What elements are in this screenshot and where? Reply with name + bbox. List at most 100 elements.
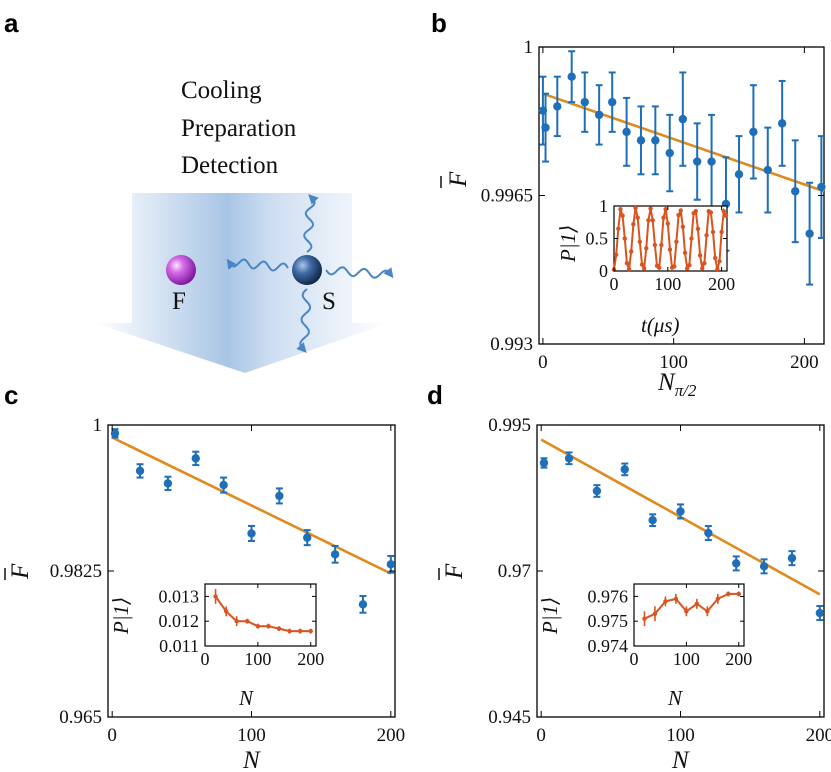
ytick-label: 0.993 bbox=[490, 334, 533, 355]
xtick-label: 0 bbox=[201, 649, 210, 669]
xlabel-d: N bbox=[671, 747, 690, 772]
ytick-label: 0.9965 bbox=[481, 186, 533, 207]
inset-point bbox=[276, 626, 282, 631]
inset-point bbox=[641, 266, 647, 271]
inset-point bbox=[678, 208, 683, 213]
inset-point bbox=[719, 229, 724, 235]
data-point bbox=[247, 529, 256, 538]
data-point bbox=[707, 157, 716, 166]
inset-point bbox=[717, 259, 722, 264]
data-point bbox=[358, 600, 368, 609]
data-point bbox=[275, 491, 284, 501]
data-point bbox=[330, 550, 340, 559]
inset-point bbox=[715, 596, 721, 602]
data-point bbox=[303, 533, 312, 542]
data-point bbox=[594, 110, 604, 120]
data-point bbox=[539, 458, 549, 468]
xlabel-b: Nπ/2 bbox=[657, 369, 697, 400]
inset-point bbox=[682, 250, 688, 255]
ytick-label: 0.9825 bbox=[50, 561, 102, 582]
data-point bbox=[734, 170, 744, 179]
data-point bbox=[567, 72, 576, 81]
data-point bbox=[191, 454, 200, 463]
ytick-label: 0 bbox=[599, 261, 608, 281]
ytick-label: 0.011 bbox=[159, 636, 199, 656]
inset-point bbox=[672, 264, 677, 269]
ytick-label: 0.975 bbox=[588, 611, 629, 631]
inset-point bbox=[663, 207, 668, 212]
ytick-label: 1 bbox=[524, 37, 534, 58]
inset-point bbox=[715, 266, 720, 272]
inset-point bbox=[657, 265, 662, 270]
xtick-label: 0 bbox=[107, 725, 117, 746]
inset-ylabel-c: P|1⟩ bbox=[109, 597, 133, 635]
inset-point bbox=[702, 261, 707, 266]
data-point bbox=[651, 136, 660, 145]
inset-point bbox=[708, 210, 714, 215]
data-point bbox=[564, 454, 574, 463]
wave-left bbox=[226, 258, 289, 272]
data-point bbox=[541, 123, 550, 132]
data-point bbox=[110, 429, 120, 438]
inset-point bbox=[694, 601, 700, 607]
data-point bbox=[777, 119, 787, 128]
data-point bbox=[608, 97, 617, 107]
data-point bbox=[665, 148, 674, 158]
xtick-label: 100 bbox=[244, 649, 271, 669]
inset-point bbox=[618, 207, 623, 212]
xtick-label: 100 bbox=[654, 274, 681, 294]
xlabel-b-main: N bbox=[657, 369, 676, 396]
xtick-label: 100 bbox=[237, 725, 266, 746]
axes-frame-c bbox=[107, 424, 396, 718]
inset-point bbox=[620, 213, 625, 218]
data-point bbox=[749, 127, 758, 137]
inset-c: 0.011 0.012 0.013 0 100 200 P|1⟩ N bbox=[109, 583, 324, 710]
chart-panel-b: 0.993 0.9965 1 0 100 200 F Nπ/2 0 0.5 1 0 100 20… bbox=[440, 37, 826, 400]
inset-point bbox=[624, 261, 630, 266]
data-point bbox=[817, 182, 826, 192]
data-point bbox=[692, 157, 702, 166]
xtick-label: 200 bbox=[297, 649, 324, 669]
schematic-line-detection: Detection bbox=[181, 152, 279, 179]
ytick-label: 0.012 bbox=[159, 611, 200, 631]
chart-panel-c: 0.965 0.9825 1 0 100 200 F N 0.011 0.012 0.013… bbox=[4, 415, 406, 772]
inset-point bbox=[695, 226, 701, 231]
data-point bbox=[732, 559, 741, 568]
xtick-label: 200 bbox=[725, 649, 752, 669]
inset-point bbox=[667, 247, 673, 252]
inset-point bbox=[700, 266, 705, 271]
xtick-label: 200 bbox=[708, 274, 735, 294]
data-point bbox=[553, 102, 562, 111]
inset-point bbox=[223, 609, 229, 614]
wave-up bbox=[303, 194, 319, 253]
ion-f-label: F bbox=[172, 288, 186, 315]
ylabel-d: F bbox=[441, 563, 468, 580]
data-point bbox=[791, 187, 800, 196]
inset-xlabel-c: N bbox=[238, 686, 254, 710]
xtick-label: 200 bbox=[377, 725, 406, 746]
data-point bbox=[592, 486, 602, 496]
ytick-label: 0.97 bbox=[498, 561, 531, 582]
inset-point bbox=[255, 623, 261, 629]
inset-point bbox=[726, 591, 731, 597]
xlabel-c: N bbox=[242, 747, 261, 772]
inset-point bbox=[674, 239, 679, 244]
data-point bbox=[763, 165, 772, 175]
inset-point bbox=[652, 611, 658, 616]
inset-line bbox=[214, 595, 311, 633]
wave-right bbox=[325, 266, 394, 279]
ytick-label: 1 bbox=[599, 196, 608, 216]
beam-arrow bbox=[95, 193, 389, 373]
xtick-label: 0 bbox=[630, 649, 639, 669]
fit-line bbox=[111, 436, 392, 575]
inset-ylabel-d: P|1⟩ bbox=[538, 597, 562, 635]
inset-point bbox=[680, 224, 686, 229]
axes-frame-d bbox=[536, 424, 825, 718]
inset-point bbox=[297, 628, 303, 634]
panel-label-b: b bbox=[431, 8, 447, 38]
inset-point bbox=[705, 609, 710, 614]
schematic: Cooling Preparation Detection F S bbox=[95, 77, 394, 373]
inset-point bbox=[213, 594, 218, 599]
inset-point bbox=[644, 246, 649, 251]
